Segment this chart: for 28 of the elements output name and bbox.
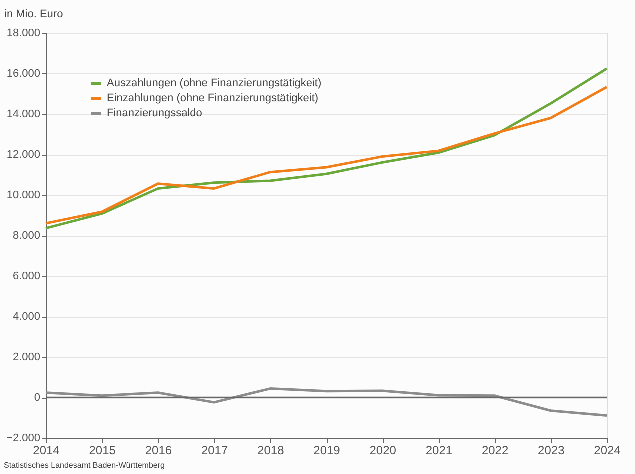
y-axis-title: in Mio. Euro — [4, 8, 64, 20]
y-tick-label: 16.000 — [6, 68, 40, 80]
y-tick-label: −2.000 — [6, 432, 40, 444]
x-tick-label: 2024 — [594, 444, 622, 458]
legend-label: Auszahlungen (ohne Finanzierungstätigkeit) — [107, 78, 322, 90]
x-tick-label: 2016 — [145, 444, 172, 458]
x-tick-label: 2017 — [201, 444, 228, 458]
y-tick-label: 14.000 — [6, 108, 40, 120]
x-tick-label: 2023 — [538, 444, 566, 458]
legend-label: Finanzierungssaldo — [107, 108, 202, 120]
y-tick-label: 6.000 — [12, 270, 40, 282]
x-tick-label: 2021 — [426, 444, 453, 458]
x-tick-label: 2022 — [482, 444, 509, 458]
y-tick-label: 4.000 — [12, 311, 40, 323]
y-tick-label: 2.000 — [12, 352, 40, 364]
x-tick-label: 2015 — [89, 444, 116, 458]
x-tick-label: 2019 — [314, 444, 341, 458]
x-tick-label: 2014 — [33, 444, 60, 458]
line-series — [44, 388, 608, 417]
y-tick-label: 18.000 — [6, 28, 40, 40]
text: Statistisches Landesamt Baden-Württemberg — [4, 461, 165, 470]
legend-label: Einzahlungen (ohne Finanzierungstätigkeit) — [107, 92, 319, 104]
y-tick-label: 12.000 — [6, 149, 40, 161]
y-tick-label: 8.000 — [12, 230, 40, 242]
y-tick-label: 0 — [34, 392, 40, 404]
y-tick-label: 10.000 — [6, 190, 40, 202]
x-tick-label: 2020 — [370, 444, 397, 458]
x-tick-label: 2018 — [258, 444, 285, 458]
